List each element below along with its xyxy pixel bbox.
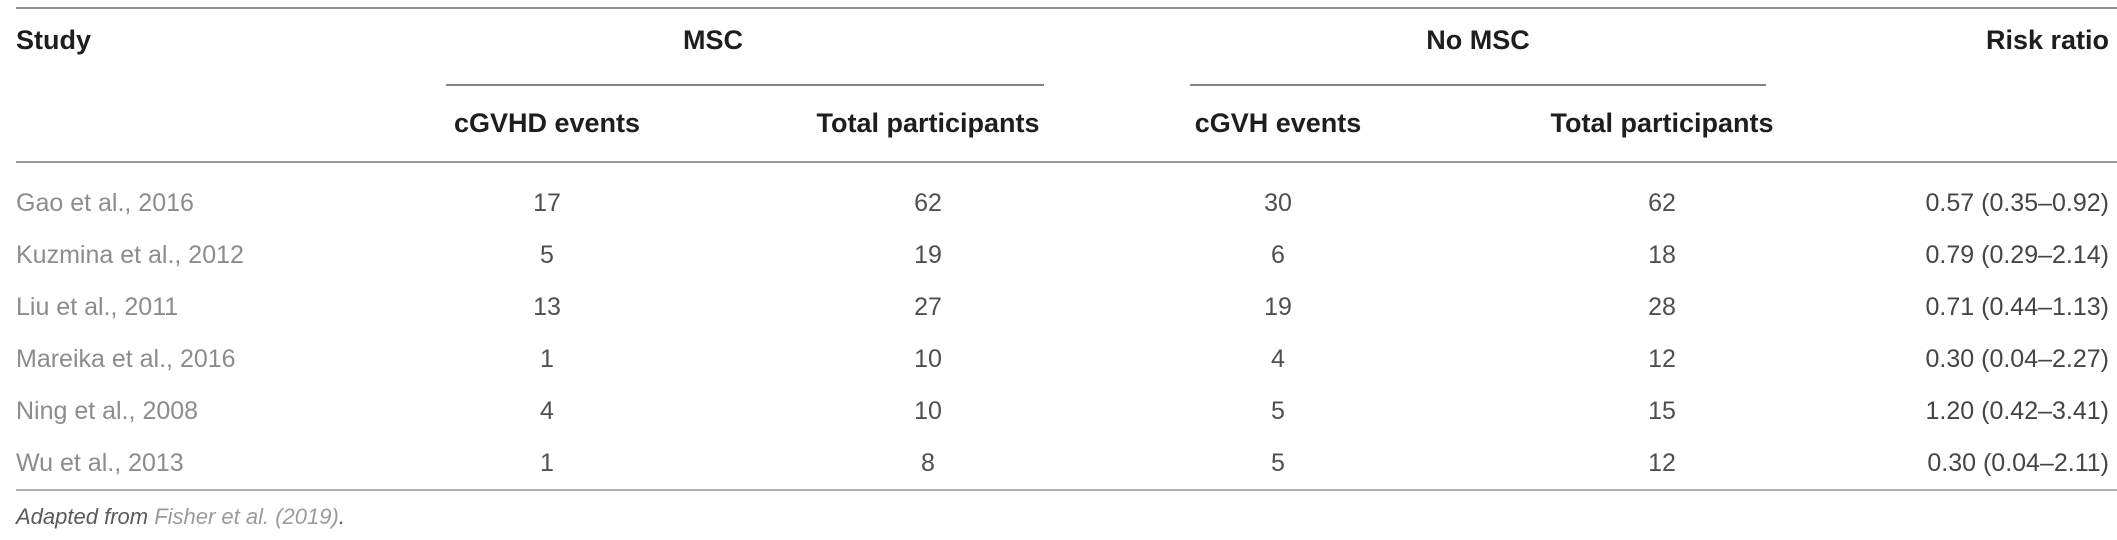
table-row: Wu et al., 2013 1 8 5 12 0.30 (0.04–2.11… (16, 437, 2117, 491)
no-msc-total-cell: 15 (1648, 396, 1676, 425)
msc-events-cell: 13 (533, 292, 561, 321)
study-cell: Liu et al., 2011 (16, 292, 179, 321)
no-msc-events-cell: 19 (1264, 292, 1292, 321)
citation-link[interactable]: Fisher et al. (2019) (154, 504, 339, 529)
table-row: Ning et al., 2008 4 10 5 15 1.20 (0.42–3… (16, 385, 2117, 437)
no-msc-events-cell: 6 (1271, 240, 1285, 269)
column-header-study: Study (16, 8, 332, 163)
no-msc-total-cell: 28 (1648, 292, 1676, 321)
column-group-msc-label: MSC (683, 25, 743, 55)
column-header-risk-ratio: Risk ratio (1862, 8, 2117, 163)
msc-events-cell: 1 (540, 344, 554, 373)
table-row: Liu et al., 2011 13 27 19 28 0.71 (0.44–… (16, 281, 2117, 333)
risk-ratio-cell: 0.30 (0.04–2.11) (1862, 437, 2117, 491)
risk-ratio-cell: 0.57 (0.35–0.92) (1925, 188, 2109, 217)
msc-total-cell: 10 (914, 396, 942, 425)
risk-ratio-cell: 0.79 (0.29–2.14) (1925, 240, 2109, 269)
column-header-msc-total-participants: Total participants (762, 86, 1094, 163)
study-cell: Wu et al., 2013 (16, 437, 332, 491)
msc-group-divider (446, 84, 1045, 86)
column-group-msc: MSC (332, 8, 1094, 86)
group-header-row: Study MSC No MSC Risk ratio (16, 8, 2117, 163)
risk-ratio-cell: 0.71 (0.44–1.13) (1925, 292, 2109, 321)
no-msc-total-cell: 12 (1462, 437, 1862, 491)
msc-total-cell: 19 (914, 240, 942, 269)
no-msc-events-cell: 5 (1094, 437, 1462, 491)
no-msc-events-cell: 4 (1271, 344, 1285, 373)
column-header-no-msc-cgvh-events: cGVH events (1094, 86, 1462, 163)
table-footnote: Adapted from Fisher et al. (2019). (16, 504, 2117, 530)
footnote-text: Adapted from (16, 504, 155, 529)
msc-events-cell: 5 (540, 240, 554, 269)
study-cell: Gao et al., 2016 (16, 188, 194, 217)
sub-header-row: cGVHD events Total participants cGVH eve… (16, 86, 2117, 163)
msc-total-cell: 8 (762, 437, 1094, 491)
table-row: Kuzmina et al., 2012 5 19 6 18 0.79 (0.2… (16, 229, 2117, 281)
column-group-no-msc-label: No MSC (1426, 25, 1530, 55)
column-header-no-msc-total-participants: Total participants (1462, 86, 1862, 163)
no-msc-events-cell: 5 (1271, 396, 1285, 425)
no-msc-total-cell: 62 (1648, 188, 1676, 217)
column-header-msc-cgvhd-events: cGVHD events (332, 86, 762, 163)
table-row: Mareika et al., 2016 1 10 4 12 0.30 (0.0… (16, 333, 2117, 385)
no-msc-total-cell: 18 (1648, 240, 1676, 269)
study-cell: Mareika et al., 2016 (16, 344, 236, 373)
msc-events-cell: 1 (332, 437, 762, 491)
msc-events-cell: 17 (533, 188, 561, 217)
no-msc-events-cell: 30 (1264, 188, 1292, 217)
no-msc-group-divider (1190, 84, 1766, 86)
study-cell: Ning et al., 2008 (16, 396, 199, 425)
risk-ratio-cell: 0.30 (0.04–2.27) (1925, 344, 2109, 373)
footnote-period: . (338, 504, 345, 529)
msc-total-cell: 62 (914, 188, 942, 217)
msc-total-cell: 27 (914, 292, 942, 321)
table-row: Gao et al., 2016 17 62 30 62 0.57 (0.35–… (16, 162, 2117, 229)
study-cell: Kuzmina et al., 2012 (16, 240, 244, 269)
msc-events-cell: 4 (540, 396, 554, 425)
msc-total-cell: 10 (914, 344, 942, 373)
no-msc-total-cell: 12 (1648, 344, 1676, 373)
risk-ratio-cell: 1.20 (0.42–3.41) (1925, 396, 2109, 425)
study-results-table: Study MSC No MSC Risk ratio cGVHD events… (16, 7, 2117, 491)
column-group-no-msc: No MSC (1094, 8, 1862, 86)
